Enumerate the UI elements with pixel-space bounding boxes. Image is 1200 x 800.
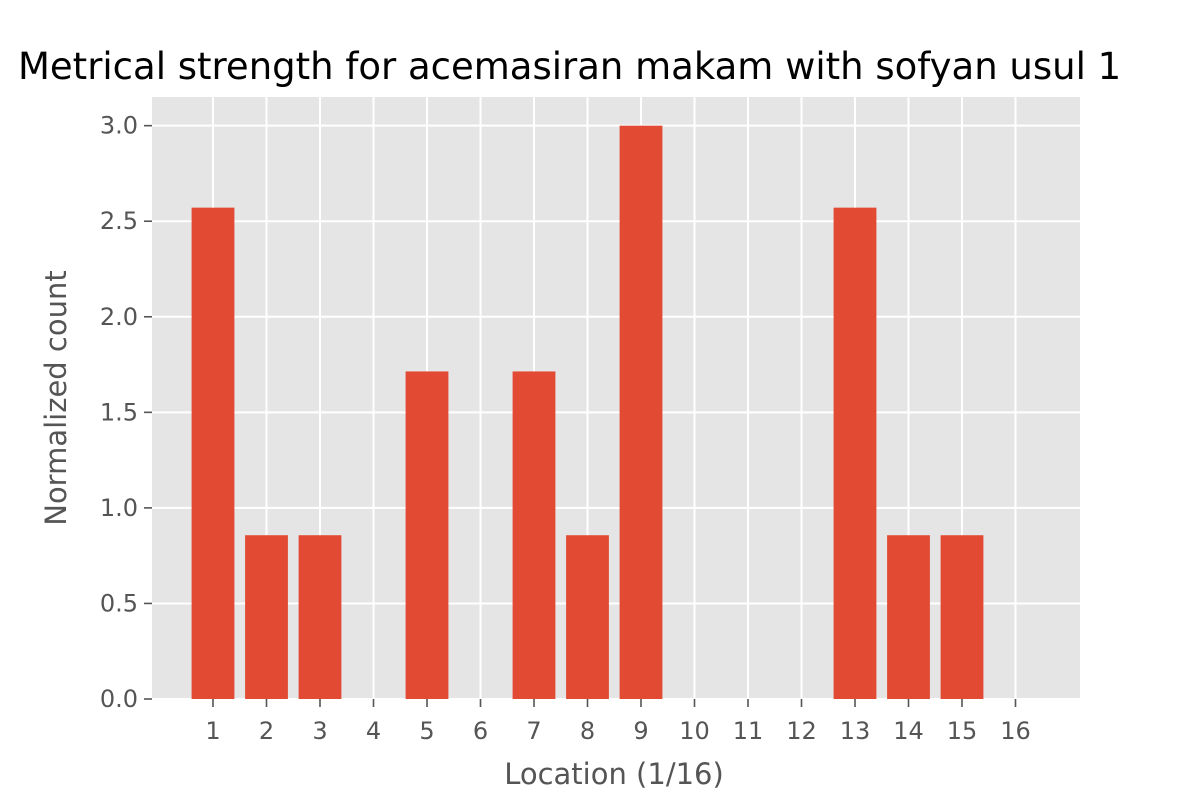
chart-title: Metrical strength for acemasiran makam w… <box>18 45 1121 88</box>
x-tick-label: 14 <box>893 717 924 745</box>
bar-location-13 <box>833 207 877 700</box>
x-tick-label: 12 <box>786 717 817 745</box>
x-tick-label: 7 <box>526 717 541 745</box>
bars <box>191 125 984 700</box>
x-tick-label: 3 <box>312 717 327 745</box>
x-axis-ticks: 1 2 3 4 5 6 7 8 9 10 11 12 13 14 15 16 <box>205 699 1031 745</box>
x-tick-label: 15 <box>947 717 978 745</box>
y-tick-label: 1.5 <box>100 398 138 426</box>
bar-location-3 <box>298 535 342 699</box>
y-tick-label: 2.5 <box>100 207 138 235</box>
x-tick-label: 10 <box>679 717 710 745</box>
x-tick-label: 1 <box>205 717 220 745</box>
y-tick-label: 0.5 <box>100 589 138 617</box>
y-axis-label: Normalized count <box>39 270 73 526</box>
y-tick-label: 3.0 <box>100 112 138 140</box>
bar-location-8 <box>566 535 609 699</box>
x-axis-label: Location (1/16) <box>504 757 724 791</box>
y-tick-label: 2.0 <box>100 303 138 331</box>
bar-location-5 <box>405 371 449 699</box>
bar-location-1 <box>191 207 235 700</box>
x-tick-label: 6 <box>473 717 488 745</box>
bar-location-14 <box>887 535 930 699</box>
x-tick-label: 13 <box>840 717 871 745</box>
x-tick-label: 2 <box>259 717 274 745</box>
x-tick-label: 9 <box>633 717 648 745</box>
bar-location-9 <box>619 125 663 699</box>
y-tick-label: 1.0 <box>100 494 138 522</box>
y-axis-ticks: 0.0 0.5 1.0 1.5 2.0 2.5 3.0 <box>100 112 152 713</box>
x-tick-label: 5 <box>419 717 434 745</box>
x-tick-label: 16 <box>1000 717 1031 745</box>
x-tick-label: 8 <box>580 717 595 745</box>
bar-location-15 <box>940 535 984 699</box>
x-tick-label: 11 <box>733 717 764 745</box>
x-tick-label: 4 <box>366 717 381 745</box>
y-tick-label: 0.0 <box>100 685 138 713</box>
bar-location-2 <box>245 535 288 699</box>
bar-location-7 <box>512 371 556 699</box>
